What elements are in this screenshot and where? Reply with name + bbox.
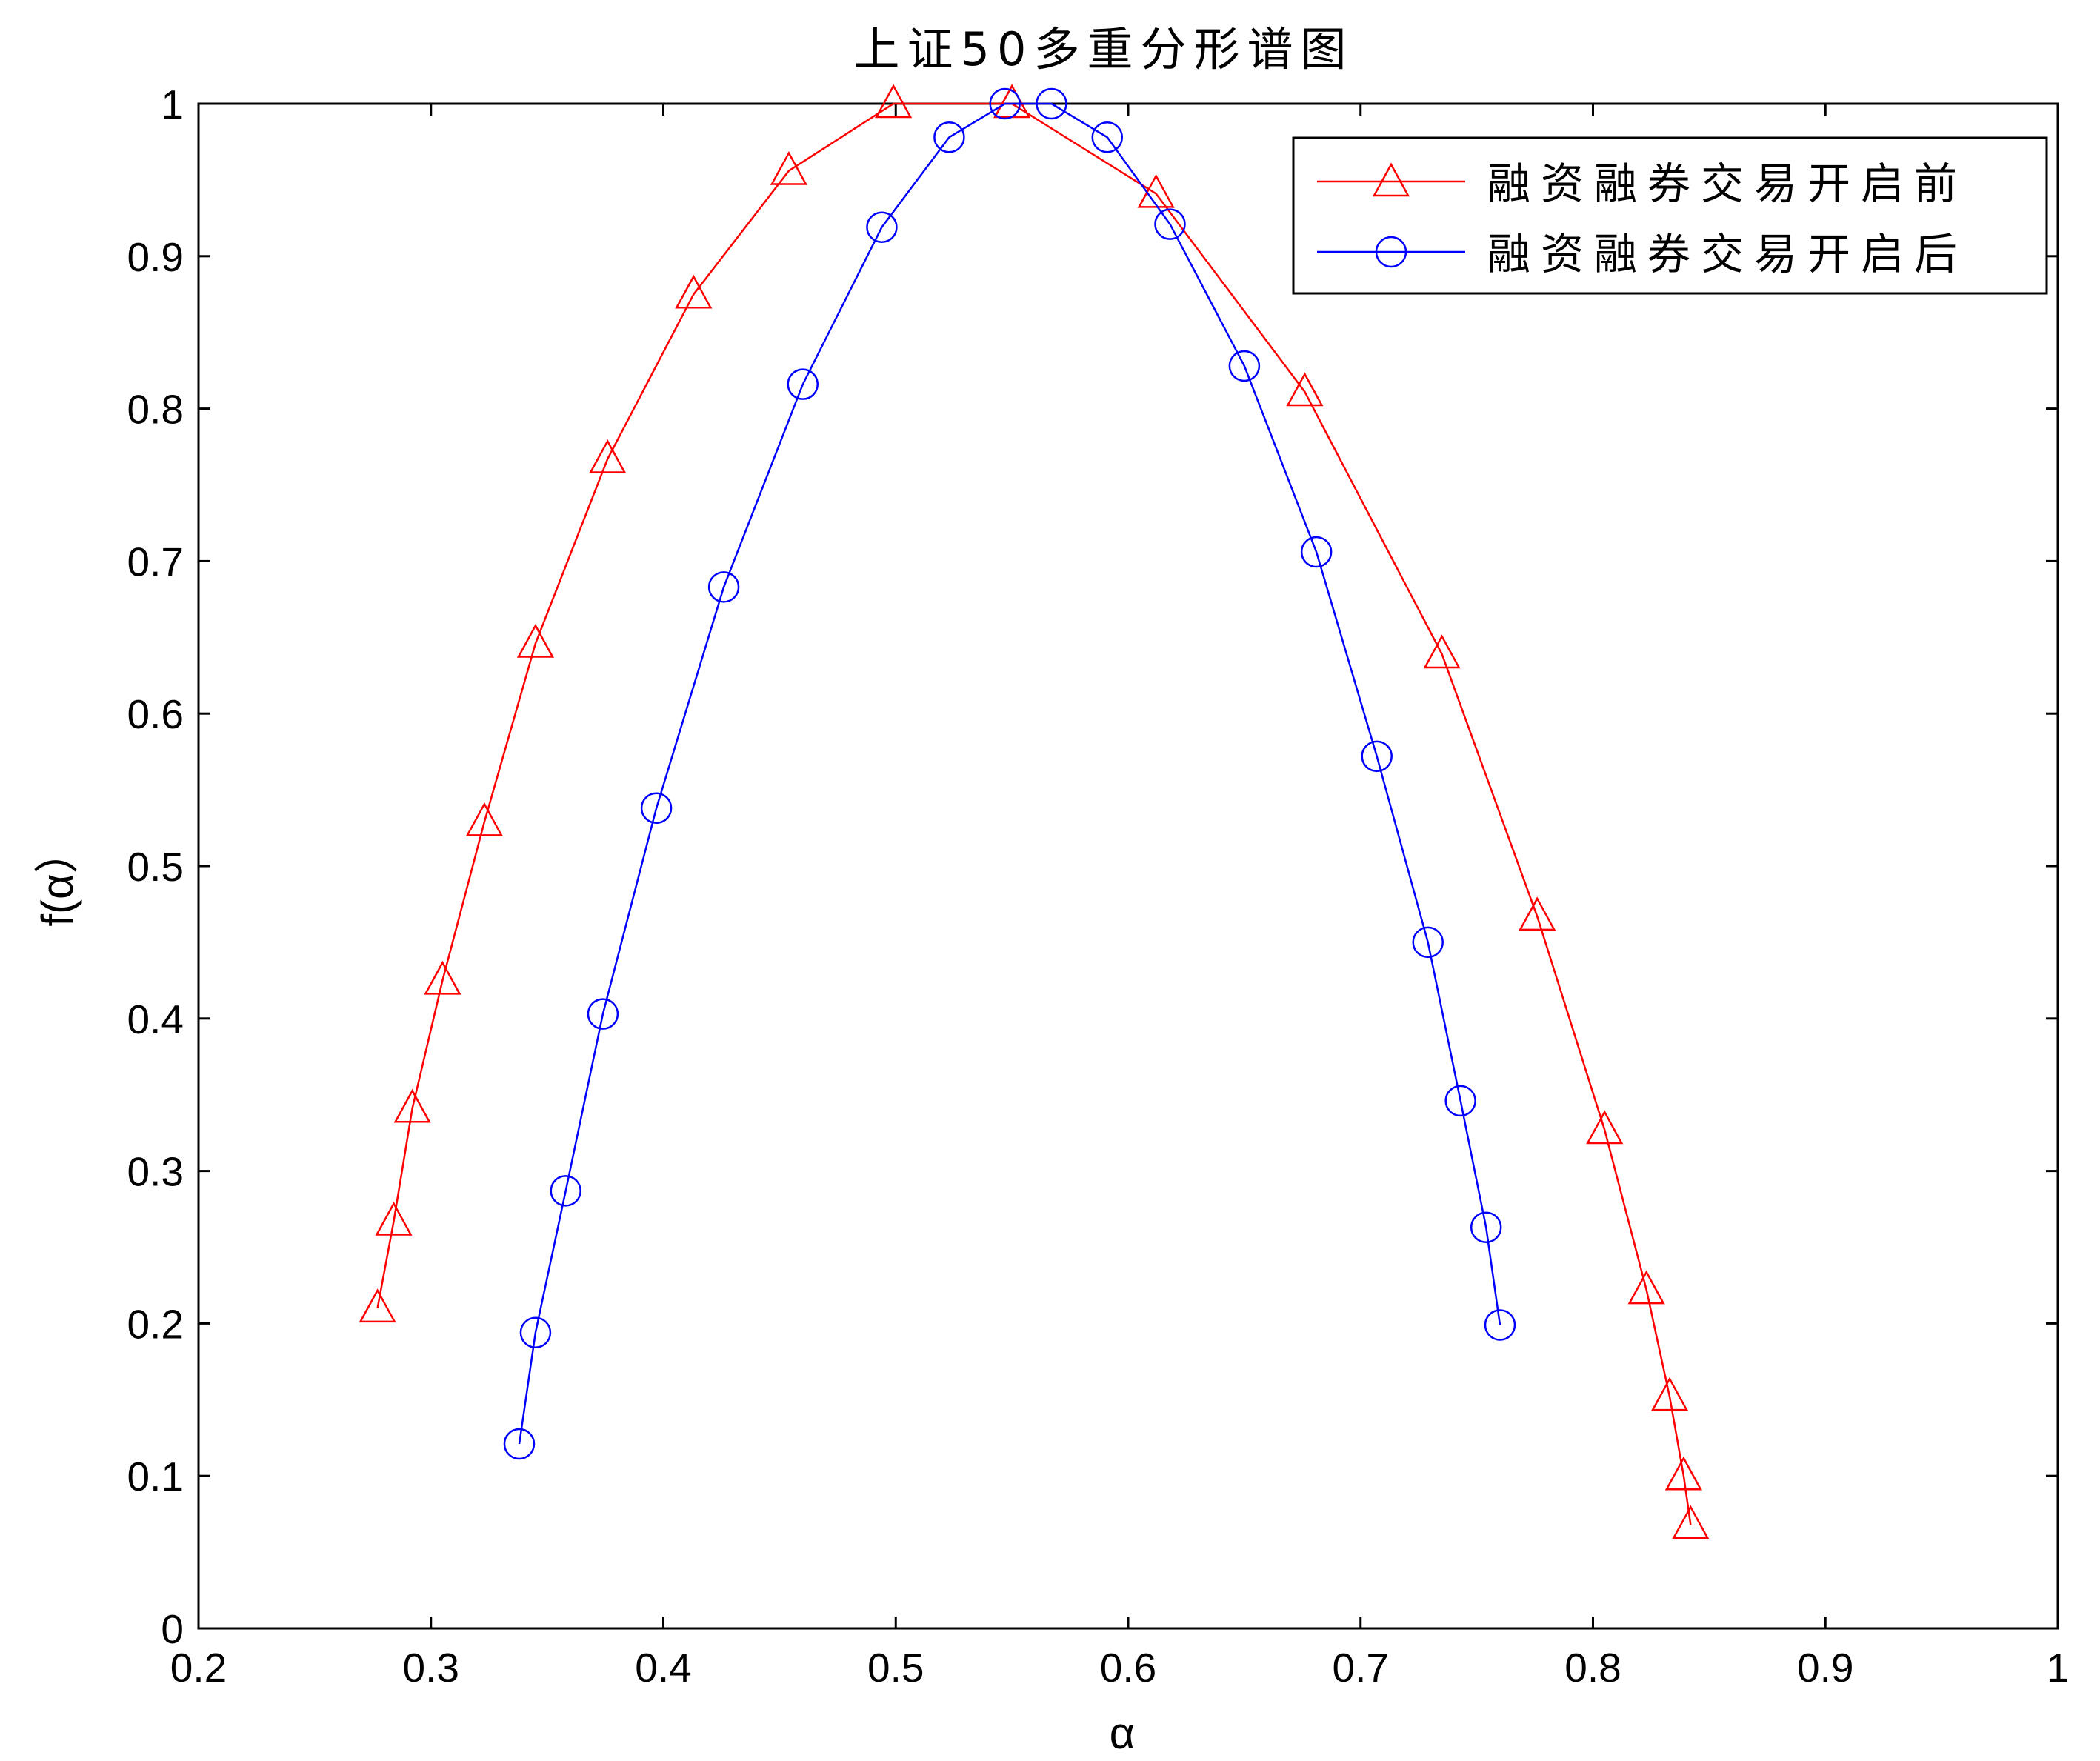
data-point-circle bbox=[866, 211, 898, 243]
chart-title: 上证50多重分形谱图 bbox=[854, 22, 1354, 76]
y-tick-label: 0 bbox=[161, 1606, 184, 1652]
x-tick-label: 0.8 bbox=[1564, 1645, 1621, 1691]
x-tick-label: 0.2 bbox=[170, 1645, 227, 1691]
series-0 bbox=[359, 84, 1710, 1539]
data-point-triangle bbox=[1137, 173, 1175, 208]
y-tick-label: 0.7 bbox=[127, 539, 184, 585]
data-point-triangle bbox=[1519, 896, 1556, 931]
data-point-triangle bbox=[359, 1288, 396, 1323]
y-tick-label: 0.9 bbox=[127, 234, 184, 280]
y-tick-label: 0.4 bbox=[127, 996, 184, 1042]
x-tick-label: 0.5 bbox=[867, 1645, 924, 1691]
y-tick-label: 0.5 bbox=[127, 844, 184, 890]
y-tick-label: 1 bbox=[161, 81, 184, 127]
data-point-circle bbox=[1361, 740, 1393, 773]
data-point-circle bbox=[933, 121, 965, 153]
data-point-circle bbox=[787, 368, 819, 400]
y-tick-label: 0.2 bbox=[127, 1301, 184, 1347]
data-point-circle bbox=[587, 998, 619, 1030]
data-point-triangle bbox=[1664, 1456, 1702, 1491]
data-point-triangle bbox=[1650, 1376, 1689, 1411]
data-point-circle bbox=[1484, 1309, 1516, 1341]
data-point-triangle bbox=[875, 84, 913, 119]
x-tick-label: 0.3 bbox=[403, 1645, 459, 1691]
series-layer bbox=[359, 84, 1710, 1539]
data-point-circle bbox=[1228, 350, 1261, 382]
data-point-circle bbox=[1444, 1085, 1476, 1117]
data-point-triangle bbox=[675, 274, 713, 309]
data-point-circle bbox=[1091, 121, 1124, 153]
x-tick-label: 0.6 bbox=[1100, 1645, 1156, 1691]
y-tick-label: 0.6 bbox=[127, 691, 184, 737]
data-point-triangle bbox=[1423, 634, 1461, 669]
x-tick-label: 0.7 bbox=[1333, 1645, 1389, 1691]
data-point-circle bbox=[1154, 208, 1186, 240]
data-point-circle bbox=[503, 1428, 536, 1460]
data-point-circle bbox=[550, 1175, 581, 1207]
data-point-triangle bbox=[770, 150, 808, 185]
data-point-circle bbox=[1300, 536, 1333, 568]
series-line bbox=[376, 102, 1692, 1525]
x-tick-label: 0.4 bbox=[635, 1645, 691, 1691]
legend-marker-triangle bbox=[1372, 162, 1410, 197]
legend-box bbox=[1292, 136, 2048, 295]
data-point-circle bbox=[640, 792, 673, 825]
data-point-circle bbox=[519, 1316, 552, 1348]
data-point-circle bbox=[1412, 926, 1444, 959]
series-1 bbox=[503, 87, 1516, 1460]
data-point-triangle bbox=[393, 1088, 431, 1123]
legend: 融资融券交易开启前 融资融券交易开启后 bbox=[1292, 136, 2048, 295]
data-point-triangle bbox=[516, 623, 555, 658]
data-point-circle bbox=[707, 571, 740, 603]
y-tick-label: 0.8 bbox=[127, 387, 184, 433]
data-point-circle bbox=[989, 87, 1021, 120]
y-tick-label: 0.3 bbox=[127, 1149, 184, 1195]
data-point-triangle bbox=[1586, 1110, 1624, 1145]
series-line bbox=[518, 102, 1501, 1445]
y-axis-label: f(α） bbox=[33, 829, 82, 926]
x-axis-label: α bbox=[1110, 1708, 1136, 1758]
data-point-triangle bbox=[1286, 372, 1324, 407]
x-tick-label: 0.9 bbox=[1797, 1645, 1853, 1691]
data-point-triangle bbox=[1627, 1270, 1665, 1305]
data-point-triangle bbox=[589, 439, 627, 473]
legend-label-before: 融资融券交易开启前 bbox=[1487, 159, 1967, 209]
data-point-triangle bbox=[424, 960, 461, 995]
y-tick-label: 0.1 bbox=[127, 1454, 184, 1499]
legend-label-after: 融资融券交易开启后 bbox=[1487, 229, 1967, 279]
data-point-triangle bbox=[465, 802, 504, 836]
legend-marker-circle bbox=[1375, 236, 1407, 268]
axis-ticks: 0.2 0.3 0.4 0.5 0.6 0.7 0.8 0.9 1 0 0.1 0.2 0.3 0.4 0.… bbox=[127, 81, 2070, 1691]
x-tick-label: 1 bbox=[2047, 1645, 2070, 1691]
data-point-triangle bbox=[1672, 1505, 1710, 1539]
data-point-circle bbox=[1470, 1211, 1502, 1243]
data-point-triangle bbox=[375, 1201, 413, 1236]
data-point-circle bbox=[1036, 87, 1067, 120]
